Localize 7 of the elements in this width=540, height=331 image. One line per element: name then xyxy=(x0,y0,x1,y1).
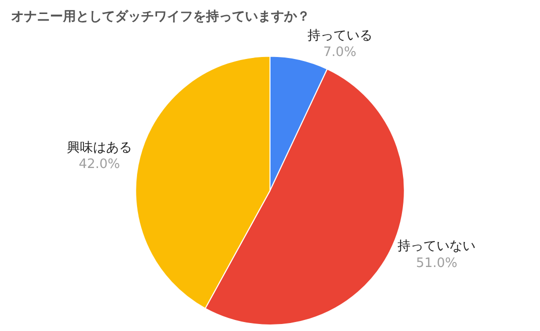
slice-label: 持っている xyxy=(307,28,372,44)
slice-label: 持っていない xyxy=(398,238,476,254)
data-label: 51.0% xyxy=(416,256,458,271)
data-label: 42.0% xyxy=(78,157,120,172)
slice-label: 興味はある xyxy=(66,140,132,156)
chart-title: オナニー用としてダッチワイフを持っていますか？ xyxy=(10,10,310,25)
data-label: 7.0% xyxy=(323,45,356,60)
